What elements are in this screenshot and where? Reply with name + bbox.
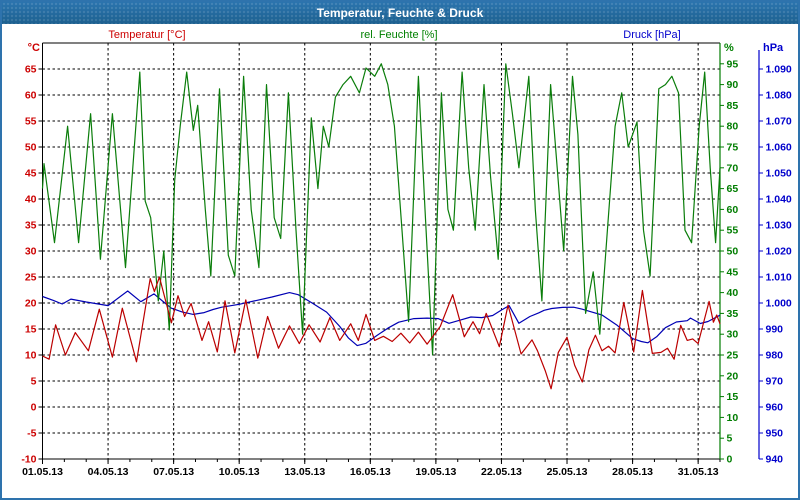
temperature-tick-label: 5 <box>31 376 37 388</box>
humidity-tick-label: 55 <box>727 225 739 237</box>
temperature-tick-label: 20 <box>25 298 37 310</box>
pressure-tick-label: 940 <box>766 454 784 466</box>
humidity-tick-label: 60 <box>727 204 739 216</box>
series-line-humidity <box>41 63 721 356</box>
pressure-tick-label: 1.040 <box>766 194 792 206</box>
humidity-tick-label: 30 <box>727 329 739 341</box>
pressure-tick-label: 980 <box>766 350 784 362</box>
x-tick-label: 10.05.13 <box>219 466 260 478</box>
pressure-tick-label: 1.090 <box>766 64 792 76</box>
humidity-tick-label: 65 <box>727 183 739 195</box>
humidity-tick-label: 0 <box>727 454 733 466</box>
window-titlebar: Temperatur, Feuchte & Druck <box>2 2 798 24</box>
pressure-tick-label: 1.030 <box>766 220 792 232</box>
temperature-tick-label: 15 <box>25 324 37 336</box>
pressure-axis-unit: hPa <box>763 42 784 54</box>
humidity-tick-label: 90 <box>727 79 739 91</box>
temperature-series-title: Temperatur [°C] <box>108 29 186 41</box>
temperature-tick-label: -10 <box>21 454 36 466</box>
pressure-tick-label: 1.010 <box>766 272 792 284</box>
temperature-tick-label: 60 <box>25 90 37 102</box>
pressure-tick-label: 1.020 <box>766 246 792 258</box>
temperature-tick-label: 50 <box>25 142 37 154</box>
window-title: Temperatur, Feuchte & Druck <box>316 6 484 20</box>
pressure-series-title: Druck [hPa] <box>623 29 681 41</box>
humidity-tick-label: 50 <box>727 246 739 258</box>
x-tick-label: 07.05.13 <box>153 466 194 478</box>
pressure-tick-label: 1.070 <box>766 116 792 128</box>
series-line-temperature <box>42 276 721 390</box>
temperature-tick-label: 25 <box>25 272 37 284</box>
humidity-tick-label: 15 <box>727 391 739 403</box>
temperature-tick-label: 65 <box>25 64 37 76</box>
temperature-axis-unit: °C <box>27 42 40 54</box>
humidity-tick-label: 20 <box>727 370 739 382</box>
x-tick-label: 25.05.13 <box>547 466 588 478</box>
temperature-tick-label: -5 <box>27 428 36 440</box>
pressure-tick-label: 1.000 <box>766 298 792 310</box>
pressure-tick-label: 1.060 <box>766 142 792 154</box>
humidity-tick-label: 10 <box>727 412 739 424</box>
pressure-tick-label: 970 <box>766 376 784 388</box>
humidity-tick-label: 35 <box>727 308 739 320</box>
humidity-tick-label: 40 <box>727 287 739 299</box>
x-tick-label: 28.05.13 <box>612 466 653 478</box>
x-tick-label: 04.05.13 <box>88 466 129 478</box>
humidity-tick-label: 95 <box>727 58 739 70</box>
pressure-tick-label: 990 <box>766 324 784 336</box>
pressure-tick-label: 1.050 <box>766 168 792 180</box>
temperature-tick-label: 35 <box>25 220 37 232</box>
humidity-tick-label: 25 <box>727 350 739 362</box>
x-tick-label: 19.05.13 <box>415 466 456 478</box>
x-tick-label: 16.05.13 <box>350 466 391 478</box>
pressure-tick-label: 1.080 <box>766 90 792 102</box>
humidity-series-title: rel. Feuchte [%] <box>360 29 438 41</box>
x-tick-label: 22.05.13 <box>481 466 522 478</box>
pressure-tick-label: 960 <box>766 402 784 414</box>
temperature-tick-label: 30 <box>25 246 37 258</box>
temperature-tick-label: 10 <box>25 350 37 362</box>
x-tick-label: 13.05.13 <box>284 466 325 478</box>
humidity-tick-label: 75 <box>727 142 739 154</box>
humidity-tick-label: 45 <box>727 266 739 278</box>
humidity-axis-unit: % <box>724 42 734 54</box>
humidity-tick-label: 5 <box>727 433 733 445</box>
humidity-tick-label: 70 <box>727 162 739 174</box>
humidity-tick-label: 85 <box>727 100 739 112</box>
temperature-tick-label: 45 <box>25 168 37 180</box>
x-tick-label: 01.05.13 <box>22 466 63 478</box>
temperature-tick-label: 55 <box>25 116 37 128</box>
humidity-tick-label: 80 <box>727 121 739 133</box>
temperature-tick-label: 40 <box>25 194 37 206</box>
x-tick-label: 31.05.13 <box>678 466 719 478</box>
temperature-tick-label: 0 <box>31 402 37 414</box>
pressure-tick-label: 950 <box>766 428 784 440</box>
